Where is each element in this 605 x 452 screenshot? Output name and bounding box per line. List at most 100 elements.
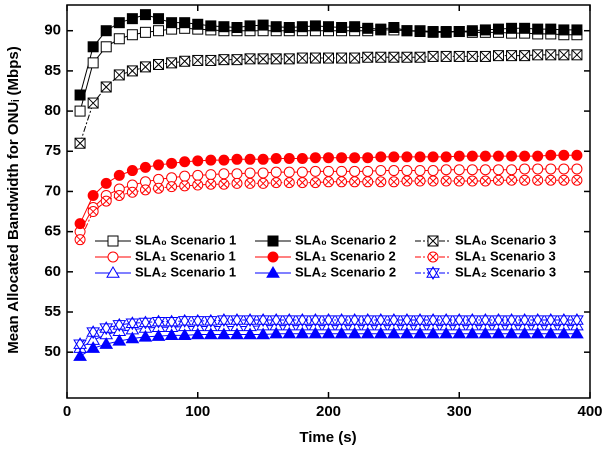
marker	[126, 186, 138, 198]
marker	[427, 251, 439, 263]
marker-shape	[530, 326, 545, 339]
marker-shape	[138, 329, 153, 342]
marker-cross	[481, 177, 490, 185]
marker-shape	[519, 163, 531, 175]
marker	[400, 313, 414, 328]
marker	[545, 49, 557, 61]
marker	[388, 176, 400, 188]
marker	[296, 177, 308, 189]
marker-shape	[139, 26, 151, 38]
marker	[309, 177, 321, 189]
marker-cross	[140, 61, 151, 73]
marker-cross	[138, 317, 153, 330]
marker-cross	[400, 315, 414, 328]
marker	[323, 152, 334, 164]
marker-cross	[363, 177, 372, 186]
marker-shape	[321, 326, 336, 339]
legend-label: SLA₂ Scenario 3	[455, 264, 556, 279]
marker-shape	[87, 189, 99, 201]
marker-shape	[283, 22, 295, 34]
marker-cross	[113, 69, 125, 81]
marker	[164, 328, 179, 341]
marker-cross	[74, 137, 86, 149]
marker	[545, 163, 557, 175]
marker	[426, 326, 440, 339]
marker	[257, 53, 269, 65]
marker	[492, 164, 504, 176]
marker	[230, 327, 244, 340]
marker-shape	[205, 154, 217, 166]
marker-shape	[519, 22, 531, 34]
marker	[491, 326, 506, 339]
marker-shape	[360, 326, 375, 339]
marker-shape	[257, 167, 269, 179]
legend-label: SLA₀ Scenario 3	[455, 232, 556, 247]
marker	[153, 182, 165, 194]
marker	[126, 165, 138, 177]
marker	[126, 65, 138, 77]
marker	[99, 337, 114, 349]
marker-shape	[427, 26, 439, 38]
marker-cross	[167, 182, 176, 191]
marker	[112, 333, 127, 346]
marker	[545, 149, 557, 161]
marker-shape	[153, 25, 165, 37]
marker	[231, 177, 243, 189]
marker-shape	[153, 159, 165, 171]
marker	[466, 50, 478, 62]
marker-shape	[440, 151, 452, 163]
marker	[267, 235, 279, 247]
marker	[243, 313, 257, 328]
marker	[166, 157, 178, 169]
marker	[388, 165, 400, 177]
marker-cross	[465, 315, 480, 328]
marker-shape	[491, 326, 506, 339]
marker	[519, 174, 531, 186]
marker-shape	[545, 149, 557, 161]
marker	[139, 61, 151, 73]
marker	[164, 314, 179, 329]
marker	[244, 167, 256, 179]
marker	[283, 166, 295, 178]
marker-cross	[478, 315, 493, 328]
marker-cross	[388, 51, 400, 63]
marker-cross	[453, 51, 465, 62]
marker	[151, 329, 166, 341]
marker	[74, 218, 86, 230]
marker	[440, 164, 452, 176]
marker	[270, 53, 282, 65]
marker-cross	[205, 55, 217, 66]
marker-shape	[244, 20, 256, 32]
marker-shape	[190, 327, 205, 340]
marker	[323, 52, 334, 64]
marker-cross	[530, 315, 545, 328]
marker-shape	[545, 163, 557, 175]
marker-cross	[442, 177, 451, 185]
marker-cross	[112, 320, 127, 332]
marker	[532, 163, 544, 175]
marker	[519, 163, 531, 175]
marker	[439, 326, 454, 339]
marker	[427, 175, 439, 187]
marker-shape	[479, 164, 491, 176]
marker-cross	[230, 315, 244, 328]
marker	[99, 321, 114, 336]
marker-cross	[360, 315, 375, 328]
marker-shape	[296, 153, 308, 165]
marker-cross	[179, 55, 191, 67]
marker	[283, 153, 295, 165]
marker-cross	[246, 179, 254, 188]
marker-cross	[73, 339, 87, 352]
marker-cross	[99, 323, 114, 336]
marker-shape	[323, 152, 334, 164]
marker-shape	[323, 21, 334, 33]
marker	[452, 326, 467, 339]
marker	[112, 317, 127, 332]
marker	[401, 51, 413, 63]
marker	[517, 326, 532, 339]
y-tick-label: 75	[44, 142, 61, 159]
marker-shape	[334, 326, 349, 339]
marker-shape	[323, 165, 334, 177]
marker-shape	[347, 326, 362, 339]
marker	[506, 50, 518, 62]
